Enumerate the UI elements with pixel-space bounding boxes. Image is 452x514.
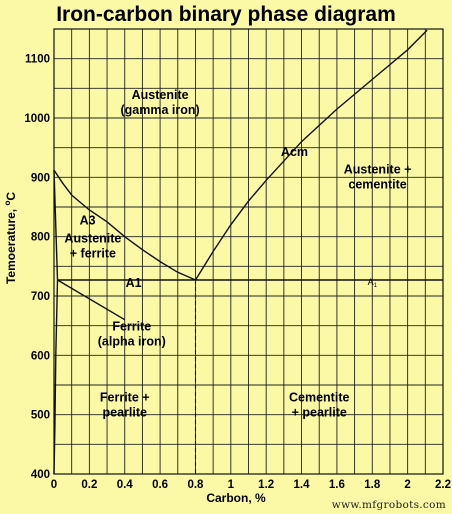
plot-frame — [53, 28, 444, 475]
phase-boundaries — [53, 29, 443, 475]
boundary-label-main: A — [368, 277, 374, 287]
boundary-line-3 — [53, 170, 59, 475]
x-tick-label: 1.2 — [258, 479, 274, 491]
y-axis-label: Temoerature, oC — [3, 192, 18, 284]
y-tick-label: 600 — [31, 350, 50, 362]
x-axis-label: Carbon, % — [206, 491, 266, 505]
boundary-label: A1 — [126, 276, 142, 290]
y-tick-label: 900 — [31, 172, 50, 184]
x-tick-label: 2 — [404, 479, 410, 491]
region-label: Ferrite — [112, 320, 151, 334]
region-label: Austenite — [132, 88, 189, 102]
boundary-label-subscript: 1 — [374, 283, 378, 289]
region-label-line2: + ferrite — [70, 247, 116, 261]
boundary-a3 — [53, 169, 196, 281]
x-tick-label: 0 — [51, 479, 57, 491]
phase-region-labels: Austenite(gamma iron)Austenite +cementit… — [64, 88, 411, 420]
x-tick-label: 0.4 — [117, 479, 134, 491]
y-axis-ticks: 400 500 600 700 800 900 1000 1100 — [24, 54, 50, 481]
y-axis-label-unit: C — [4, 192, 18, 201]
y-tick-label: 1000 — [24, 113, 50, 125]
region-label-line2: + pearlite — [292, 406, 347, 420]
region-label: Ferrite + — [100, 391, 150, 405]
chart-title: Iron-carbon binary phase diagram — [56, 3, 396, 26]
boundary-label: Acm — [281, 145, 308, 159]
region-label-line2: (alpha iron) — [98, 335, 166, 349]
y-tick-label: 1100 — [25, 54, 50, 66]
x-tick-label: 1.4 — [294, 479, 311, 491]
region-label: Austenite + — [344, 162, 412, 176]
region-label: Austenite — [64, 232, 121, 246]
x-axis-ticks: 0 0.2 0.4 0.6 0.8 1 1.2 1.4 1.6 1.8 2 2.2 — [51, 479, 451, 491]
x-tick-label: 0.6 — [152, 479, 168, 491]
y-tick-label: 800 — [31, 232, 50, 244]
x-tick-label: 0.2 — [81, 479, 97, 491]
watermark-text: www.mfgrobots.com — [332, 499, 446, 511]
boundary-acm — [194, 29, 428, 281]
boundary-line-4 — [57, 279, 126, 321]
x-tick-label: 0.8 — [187, 479, 204, 491]
region-label-line2: (gamma iron) — [120, 103, 199, 117]
region-label: Cementite — [289, 391, 349, 405]
y-tick-label: 500 — [31, 410, 50, 422]
x-tick-label: 1.8 — [364, 479, 381, 491]
y-tick-label: 700 — [31, 291, 50, 303]
y-axis-label-main: Temoerature, — [4, 206, 18, 284]
region-label-line2: cementite — [348, 177, 406, 191]
y-axis-label-degree: o — [3, 201, 12, 206]
x-tick-label: 1 — [228, 479, 235, 491]
y-tick-label: 400 — [31, 469, 50, 481]
boundary-label: A3 — [80, 214, 96, 228]
region-label-line2: pearlite — [102, 406, 147, 420]
x-tick-label: 2.2 — [435, 479, 451, 491]
x-tick-label: 1.6 — [329, 479, 345, 491]
boundary-label: A1 — [368, 277, 378, 289]
